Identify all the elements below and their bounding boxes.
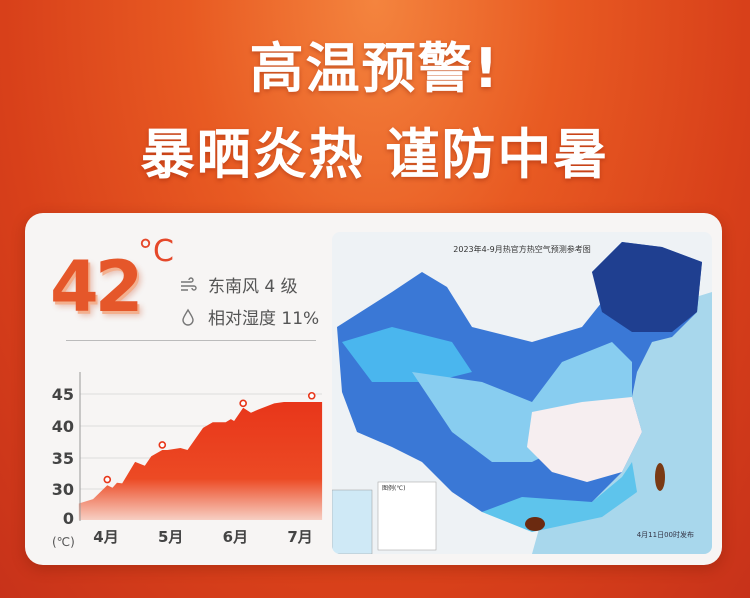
peak-marker <box>239 399 247 408</box>
x-tick-label: 7月 <box>287 528 312 546</box>
humidity-info: 相对湿度 11% <box>178 304 319 329</box>
map-legend-title: 图例(℃) <box>382 484 405 492</box>
peak-marker <box>307 391 316 400</box>
headline-line1: 高温预警! <box>249 37 501 100</box>
peak-marker <box>158 441 167 449</box>
droplet-icon <box>182 308 194 326</box>
map-title: 2023年4-9月热官方热空气预测参考图 <box>453 245 591 254</box>
wind-text: 东南风 4 级 <box>208 277 298 297</box>
y-tick-label: 35 <box>52 449 74 468</box>
divider <box>66 340 316 341</box>
headline-line2: 暴晒炎热 谨防中暑 <box>140 123 610 186</box>
china-map-image: 图例(℃) <box>332 232 712 554</box>
wind-info: 东南风 4 级 <box>178 272 298 297</box>
heat-forecast-map: 图例(℃) 2023年4-9月热官方热空气预测参考图 4月11日00时发布 <box>332 232 712 554</box>
humidity-text: 相对湿度 11% <box>208 309 320 329</box>
y-unit-label: (℃) <box>52 535 75 549</box>
wind-icon <box>181 276 197 291</box>
peak-marker <box>103 475 112 484</box>
x-tick-label: 4月 <box>93 528 118 546</box>
y-tick-label: 0 <box>63 509 74 528</box>
x-tick-label: 5月 <box>158 528 183 546</box>
temperature-area <box>78 402 323 520</box>
x-tick-label: 6月 <box>223 528 248 546</box>
temperature-value: 42 <box>50 246 143 328</box>
y-tick-label: 30 <box>52 480 74 499</box>
map-footer: 4月11日00时发布 <box>636 531 694 539</box>
y-tick-label: 45 <box>52 385 74 404</box>
temperature-unit: °C <box>138 234 174 269</box>
y-tick-label: 40 <box>52 417 74 436</box>
